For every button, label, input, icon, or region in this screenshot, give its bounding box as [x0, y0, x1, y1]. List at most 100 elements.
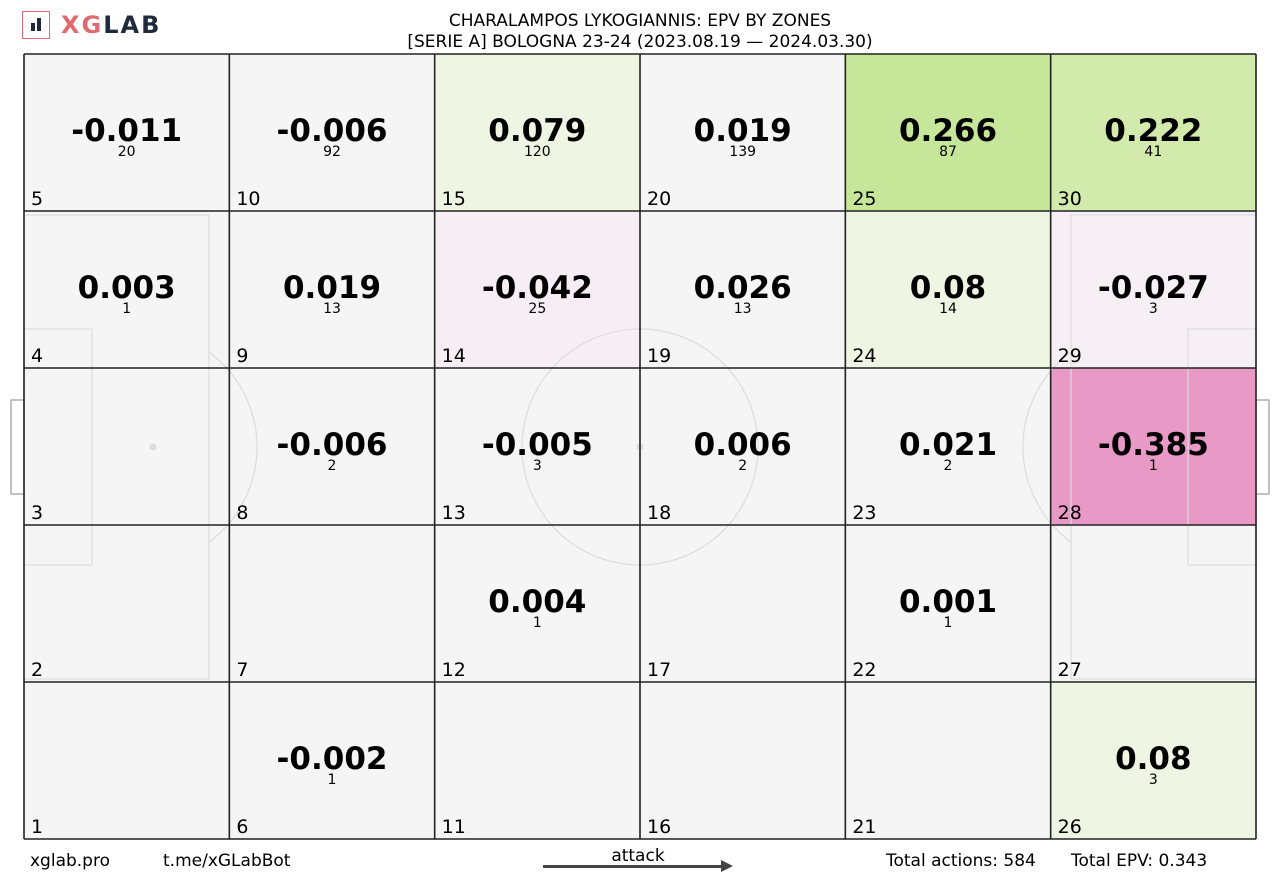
zone-number: 26: [1058, 816, 1082, 838]
zone-cells: [24, 54, 1256, 839]
zone-cell-5: [24, 54, 230, 211]
zone-action-count: 139: [729, 144, 756, 160]
zone-epv-value: 0.019: [694, 113, 792, 149]
zone-action-count: 92: [323, 144, 341, 160]
zone-action-count: 3: [1149, 772, 1158, 788]
zone-cell-18: [640, 368, 846, 525]
zone-action-count: 13: [734, 301, 752, 317]
zone-cell-24: [845, 211, 1051, 368]
zone-cell-29: [1050, 211, 1256, 368]
zone-number: 3: [31, 502, 43, 524]
zone-action-count: 120: [524, 144, 551, 160]
zone-number: 20: [647, 188, 671, 210]
zone-epv-value: 0.08: [910, 270, 987, 306]
zone-cell-19: [640, 211, 846, 368]
left-penalty-spot: [149, 443, 157, 451]
zone-action-count: 87: [939, 144, 957, 160]
zone-cell-8: [229, 368, 435, 525]
zone-cell-13: [434, 368, 640, 525]
zone-cell-26: [1050, 682, 1256, 839]
zone-number: 8: [236, 502, 248, 524]
zone-cell-11: [434, 682, 640, 839]
zone-action-count: 13: [323, 301, 341, 317]
zone-grid: [23, 53, 1257, 840]
zone-cell-21: [845, 682, 1051, 839]
zone-action-count: 2: [738, 458, 747, 474]
zone-cell-23: [845, 368, 1051, 525]
zone-epv-value: -0.385: [1098, 427, 1209, 463]
zone-number: 13: [442, 502, 466, 524]
zone-action-count: 3: [533, 458, 542, 474]
attack-label: attack: [611, 846, 665, 866]
zone-number: 24: [852, 345, 876, 367]
zone-epv-value: 0.003: [78, 270, 176, 306]
zone-number: 27: [1058, 659, 1082, 681]
zone-epv-value: 0.079: [488, 113, 586, 149]
zone-labels: -0.011205-0.00692100.079120150.019139200…: [31, 113, 1209, 838]
zone-number: 16: [647, 816, 671, 838]
zone-number: 7: [236, 659, 248, 681]
zone-epv-value: 0.019: [283, 270, 381, 306]
zone-cell-30: [1050, 54, 1256, 211]
zone-cell-28: [1050, 368, 1256, 525]
zone-action-count: 41: [1144, 144, 1162, 160]
zone-epv-value: 0.026: [694, 270, 792, 306]
zone-epv-value: 0.001: [899, 584, 997, 620]
chart-title: CHARALAMPOS LYKOGIANNIS: EPV BY ZONES: [448, 11, 832, 31]
zone-action-count: 2: [944, 458, 953, 474]
zone-action-count: 1: [122, 301, 131, 317]
zone-cell-27: [1050, 525, 1256, 682]
zone-cell-25: [845, 54, 1051, 211]
zone-cell-14: [434, 211, 640, 368]
zone-action-count: 3: [1149, 301, 1158, 317]
footer-bot: t.me/xGLabBot: [163, 851, 291, 871]
chart-subtitle: [SERIE A] BOLOGNA 23-24 (2023.08.19 — 20…: [407, 32, 873, 52]
zone-number: 9: [236, 345, 248, 367]
zone-epv-value: -0.002: [277, 741, 388, 777]
zone-cell-3: [24, 368, 230, 525]
zone-number: 29: [1058, 345, 1082, 367]
zone-cell-16: [640, 682, 846, 839]
zone-number: 2: [31, 659, 43, 681]
zone-epv-value: -0.005: [482, 427, 593, 463]
zone-number: 21: [852, 816, 876, 838]
zone-cell-17: [640, 525, 846, 682]
zone-cell-9: [229, 211, 435, 368]
zone-number: 19: [647, 345, 671, 367]
zone-number: 28: [1058, 502, 1082, 524]
zone-cell-20: [640, 54, 846, 211]
zone-number: 11: [442, 816, 466, 838]
attack-arrow-icon: [543, 860, 733, 872]
zone-number: 5: [31, 188, 43, 210]
logo-lab: LAB: [103, 11, 162, 39]
zone-action-count: 20: [118, 144, 136, 160]
zone-number: 18: [647, 502, 671, 524]
zone-cell-12: [434, 525, 640, 682]
zone-number: 25: [852, 188, 876, 210]
zone-epv-value: -0.006: [277, 427, 388, 463]
zone-action-count: 1: [328, 772, 337, 788]
zone-action-count: 1: [533, 615, 542, 631]
zone-epv-value: 0.08: [1115, 741, 1192, 777]
zone-cell-4: [24, 211, 230, 368]
zone-number: 10: [236, 188, 260, 210]
zone-action-count: 14: [939, 301, 957, 317]
zone-action-count: 1: [1149, 458, 1158, 474]
zone-action-count: 2: [328, 458, 337, 474]
logo-xg: XG: [61, 11, 104, 39]
zone-cell-10: [229, 54, 435, 211]
zone-epv-value: -0.011: [71, 113, 182, 149]
bar-chart-icon: [22, 11, 50, 39]
left-penalty-arc: [208, 351, 258, 543]
zone-number: 6: [236, 816, 248, 838]
zone-epv-value: 0.006: [694, 427, 792, 463]
zone-number: 14: [442, 345, 466, 367]
zone-cell-2: [24, 525, 230, 682]
zone-epv-value: 0.004: [488, 584, 586, 620]
zone-number: 4: [31, 345, 43, 367]
left-goal: [10, 399, 25, 495]
zone-cell-15: [434, 54, 640, 211]
total-epv: Total EPV: 0.343: [1071, 851, 1208, 871]
zone-epv-value: -0.042: [482, 270, 593, 306]
zone-epv-value: -0.006: [277, 113, 388, 149]
